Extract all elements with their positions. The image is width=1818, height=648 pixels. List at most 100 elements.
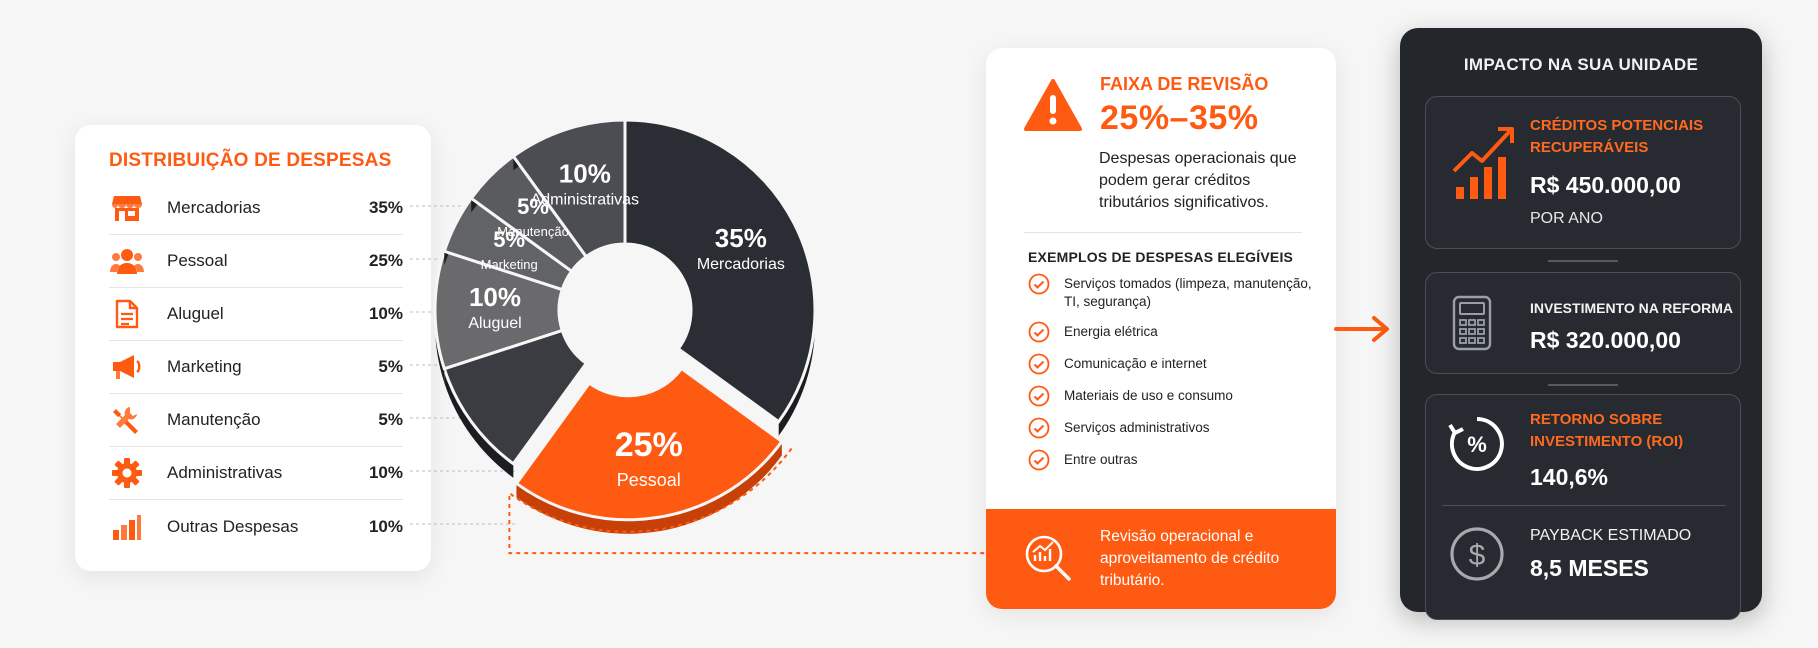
connector bbox=[1548, 260, 1618, 262]
list-item: Administrativas 10% bbox=[109, 447, 403, 500]
magnifier-chart-icon bbox=[1020, 530, 1076, 589]
distribution-label: Pessoal bbox=[167, 251, 228, 270]
roi-box: % RETORNO SOBRE INVESTIMENTO (ROI) 140,6… bbox=[1425, 394, 1741, 620]
percent-cycle-icon: % bbox=[1446, 413, 1508, 480]
example-text: Serviços administrativos bbox=[1064, 420, 1210, 435]
check-circle-icon bbox=[1028, 385, 1050, 407]
check-circle-icon bbox=[1028, 449, 1050, 471]
distribution-label: Marketing bbox=[167, 357, 242, 376]
distribution-percent: 10% bbox=[368, 463, 403, 482]
distribution-label: Aluguel bbox=[167, 304, 224, 323]
donut-percent-label: 10% bbox=[469, 282, 521, 312]
distribution-percent: 10% bbox=[368, 516, 403, 536]
list-item: Energia elétrica bbox=[1028, 321, 1316, 343]
donut-labels: 35% Mercadorias 25% Pessoal 10% Aluguel 5% Mark… bbox=[468, 158, 785, 490]
review-range-card: FAIXA DE REVISÃO 25%–35% Despesas operac… bbox=[986, 48, 1336, 609]
bar-chart-icon bbox=[109, 512, 145, 542]
list-item: Pessoal 25% bbox=[109, 235, 403, 288]
example-text: Comunicação e internet bbox=[1064, 356, 1207, 371]
distribution-percent: 25% bbox=[368, 251, 403, 270]
review-kicker: FAIXA DE REVISÃO bbox=[1100, 74, 1269, 94]
warning-icon bbox=[1024, 78, 1084, 138]
investment-label: INVESTIMENTO NA REFORMA bbox=[1530, 300, 1734, 316]
growth-chart-icon bbox=[1452, 121, 1520, 210]
donut-percent-label: 5% bbox=[517, 194, 549, 219]
donut-category-label: Marketing bbox=[481, 257, 538, 272]
people-icon bbox=[109, 246, 145, 276]
impact-title: IMPACTO NA SUA UNIDADE bbox=[1463, 55, 1699, 74]
list-item: Mercadorias 35% bbox=[109, 182, 403, 235]
arrow-right-icon bbox=[1334, 316, 1389, 342]
dollar-coin-icon: $ bbox=[1448, 525, 1506, 588]
distribution-percent: 10% bbox=[368, 304, 403, 323]
examples-list: Serviços tomados (limpeza, manutenção, T… bbox=[986, 265, 1336, 471]
connector bbox=[1548, 384, 1618, 386]
donut-percent-label: 10% bbox=[559, 158, 611, 188]
donut-slice-pessoal bbox=[514, 366, 784, 522]
list-item: Aluguel 10% bbox=[109, 288, 403, 341]
donut-slice-administrativas bbox=[511, 120, 627, 259]
gear-icon bbox=[109, 458, 145, 488]
payback-value: 8,5 MESES bbox=[1530, 555, 1649, 581]
donut-slices bbox=[433, 120, 985, 555]
donut-category-label: Pessoal bbox=[617, 470, 681, 490]
list-item: Entre outras bbox=[1028, 449, 1316, 471]
distribution-percent: 5% bbox=[378, 410, 403, 429]
donut-slice-depth bbox=[516, 441, 782, 534]
examples-title: EXEMPLOS DE DESPESAS ELEGÍVEIS bbox=[1028, 249, 1294, 265]
review-footer: Revisão operacional e aproveitamento de … bbox=[986, 509, 1336, 609]
donut-slice-depth bbox=[625, 120, 816, 436]
svg-text:$: $ bbox=[1469, 539, 1486, 572]
expense-donut-chart: 35% Mercadorias 25% Pessoal 10% Aluguel 5% Mark… bbox=[410, 120, 985, 555]
donut-category-label: Aluguel bbox=[468, 315, 521, 332]
check-circle-icon bbox=[1028, 273, 1050, 295]
credits-label: CRÉDITOS POTENCIAIS RECUPERÁVEIS bbox=[1530, 117, 1704, 156]
list-item: Marketing 5% bbox=[109, 341, 403, 394]
highlight-dashed-connector bbox=[508, 447, 985, 555]
investment-box: INVESTIMENTO NA REFORMA R$ 320.000,00 bbox=[1425, 272, 1741, 374]
list-item: Serviços administrativos bbox=[1028, 417, 1316, 439]
distribution-label: Manutenção bbox=[167, 410, 261, 429]
donut-percent-label: 5% bbox=[493, 227, 525, 252]
example-text: Energia elétrica bbox=[1064, 324, 1158, 339]
list-item: Materiais de uso e consumo bbox=[1028, 385, 1316, 407]
roi-label: RETORNO SOBRE INVESTIMENTO (ROI) bbox=[1530, 411, 1684, 450]
check-circle-icon bbox=[1028, 353, 1050, 375]
credits-box: CRÉDITOS POTENCIAIS RECUPERÁVEIS R$ 450.… bbox=[1425, 96, 1741, 249]
calculator-icon bbox=[1452, 295, 1492, 356]
donut-category-label: Mercadorias bbox=[697, 256, 785, 273]
credits-value: R$ 450.000,00 bbox=[1530, 172, 1681, 198]
review-footer-text: Revisão operacional e aproveitamento de … bbox=[1100, 528, 1280, 589]
document-icon bbox=[109, 299, 145, 329]
donut-category-label: Manutenção bbox=[497, 224, 569, 239]
divider bbox=[1024, 232, 1302, 233]
distribution-list: Mercadorias 35% Pessoal 25% Aluguel 10% … bbox=[109, 182, 403, 553]
donut-category-label: Administrativas bbox=[531, 191, 639, 208]
example-text: Serviços tomados (limpeza, manutenção, T… bbox=[1064, 276, 1312, 309]
svg-text:%: % bbox=[1467, 432, 1487, 457]
check-circle-icon bbox=[1028, 417, 1050, 439]
distribution-percent: 5% bbox=[378, 357, 403, 376]
credits-period: POR ANO bbox=[1530, 210, 1603, 227]
distribution-percent: 35% bbox=[368, 198, 403, 217]
impact-panel: IMPACTO NA SUA UNIDADE CRÉDITOS POTENCIA… bbox=[1400, 28, 1762, 620]
distribution-label: Administrativas bbox=[167, 463, 283, 482]
payback-label: PAYBACK ESTIMADO bbox=[1530, 527, 1692, 544]
list-item: Serviços tomados (limpeza, manutenção, T… bbox=[1028, 273, 1316, 311]
store-icon bbox=[109, 193, 145, 223]
distribution-label: Mercadorias bbox=[167, 198, 261, 217]
donut-percent-label: 35% bbox=[715, 223, 767, 253]
example-text: Materiais de uso e consumo bbox=[1064, 388, 1233, 403]
expense-distribution-card: DISTRIBUIÇÃO DE DESPESAS Mercadorias 35%… bbox=[75, 125, 431, 571]
distribution-label: Outras Despesas bbox=[167, 516, 299, 536]
donut-slice-mercadorias bbox=[623, 120, 817, 424]
donut-percent-label: 25% bbox=[615, 426, 683, 464]
list-item: Comunicação e internet bbox=[1028, 353, 1316, 375]
divider bbox=[1442, 505, 1726, 506]
distribution-title: DISTRIBUIÇÃO DE DESPESAS bbox=[109, 150, 392, 171]
review-range: 25%–35% bbox=[1100, 99, 1259, 137]
list-item: Outras Despesas 10% bbox=[109, 500, 403, 553]
example-text: Entre outras bbox=[1064, 452, 1138, 467]
review-description: Despesas operacionais que podem gerar cr… bbox=[1099, 150, 1297, 211]
investment-value: R$ 320.000,00 bbox=[1530, 327, 1681, 353]
